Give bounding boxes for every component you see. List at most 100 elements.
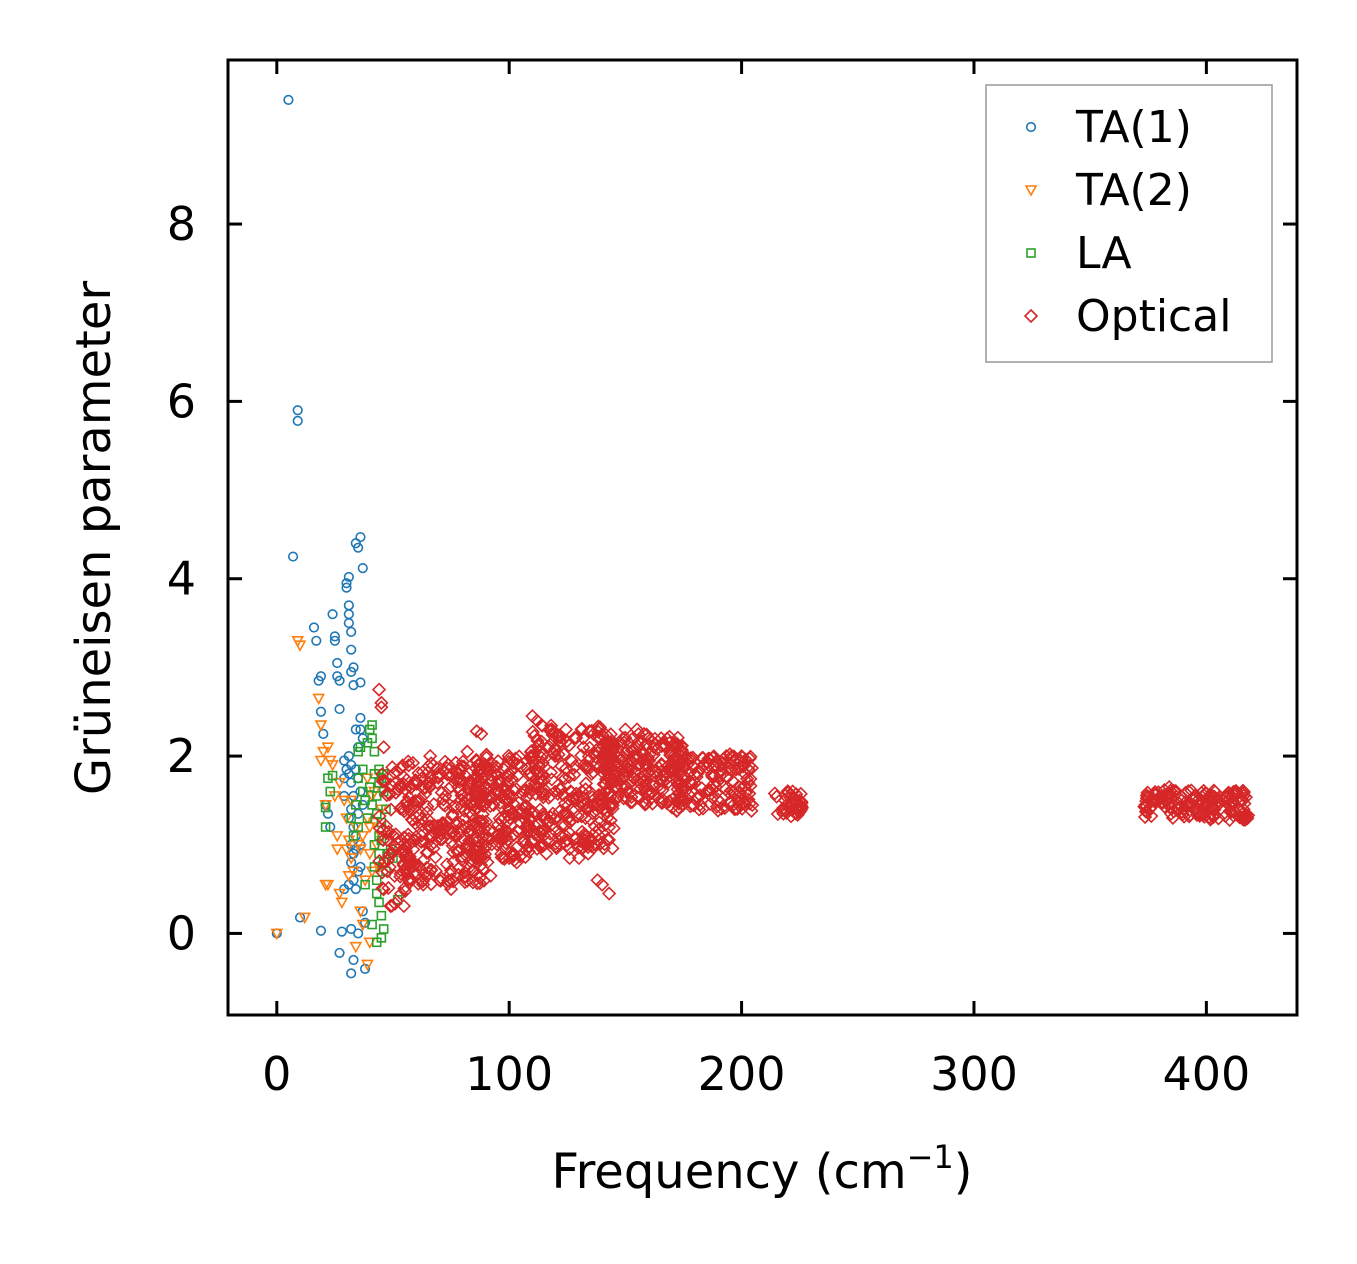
ta-2-point [356,831,370,843]
optical-point [544,772,559,787]
optical-point [685,750,700,765]
ta-1-point [348,662,359,673]
optical-point [1165,810,1180,826]
optical-point [548,836,563,851]
y-axis-title: Grüneisen parameter [66,281,122,796]
optical-point [539,846,554,861]
optical-point [446,845,461,860]
optical-point [493,785,508,800]
optical-point [1236,784,1251,799]
ta-2-point [330,844,344,856]
legend-marker-ta-2 [1024,185,1038,197]
optical-point [479,747,494,762]
ta-2-point [319,800,332,812]
optical-point [582,784,597,799]
ta-2-point [354,906,367,918]
optical-point [474,726,489,742]
optical-point [529,841,545,856]
ta-1-point [346,968,357,979]
optical-point [473,851,488,866]
optical-point [455,818,471,833]
optical-point [398,860,413,875]
ta-1-point [343,617,354,629]
optical-point [641,793,656,808]
optical-point [483,767,499,783]
optical-point [371,682,387,697]
optical-point [574,722,589,737]
optical-point [790,807,805,823]
optical-point [559,807,574,822]
optical-point [457,865,472,880]
optical-point [1236,802,1251,817]
optical-point [702,796,718,812]
optical-point [566,791,581,806]
optical-point [508,751,523,766]
optical-point [709,799,725,814]
optical-point [497,851,512,867]
optical-point [446,854,461,869]
optical-point [483,868,498,883]
optical-point [639,727,654,742]
optical-point [398,839,413,854]
optical-point [415,874,430,889]
optical-point [525,724,540,739]
optical-point [430,775,445,790]
optical-point [544,723,559,738]
ta-2-point [363,848,377,861]
optical-point [562,769,577,785]
optical-point [601,832,617,847]
ta-1-point [334,675,345,686]
ta-1-point [346,644,357,655]
legend: TA(1) TA(2) LA Optical [985,84,1273,363]
optical-point [519,799,534,814]
ta-2-point [354,844,367,856]
optical-point [416,877,431,892]
ta-1-point [350,724,361,735]
optical-point [1187,788,1202,804]
la-point [381,804,391,815]
optical-point [492,795,508,810]
optical-point [655,737,671,752]
la-point [320,802,331,813]
ta-1-point [336,926,347,937]
optical-point [578,828,593,844]
optical-point [694,760,709,776]
optical-point [1178,785,1193,801]
optical-point [514,759,529,774]
optical-point [770,806,785,822]
optical-point [408,793,423,809]
optical-point [675,783,690,799]
optical-point [562,825,577,841]
x-tick-label: 400 [1162,1047,1250,1101]
optical-point [397,881,412,896]
optical-point [435,816,450,831]
optical-point [403,780,418,796]
optical-point [581,846,596,861]
optical-point [393,777,409,792]
ta-1-point [311,635,322,646]
optical-point [404,812,419,827]
optical-point [580,837,595,852]
optical-point [612,734,627,749]
y-tick-label: 0 [167,906,196,960]
optical-point [429,761,445,776]
ta-1-point [308,622,320,633]
optical-point [617,779,633,794]
ta-2-point [314,720,328,732]
optical-point [578,810,593,826]
optical-point [685,758,700,774]
optical-point [1137,809,1153,825]
legend-label-ta-1: TA(1) [1075,102,1192,153]
ta-2-point [314,755,328,768]
optical-point [460,744,475,759]
optical-point [727,802,742,817]
y-tick-label: 4 [167,552,196,606]
optical-point [492,811,507,826]
optical-point [716,765,731,781]
optical-point [471,824,486,839]
optical-point [480,855,495,870]
optical-point [414,834,429,849]
optical-point [472,814,487,829]
optical-point [414,828,429,843]
ta-2-point [340,844,353,856]
